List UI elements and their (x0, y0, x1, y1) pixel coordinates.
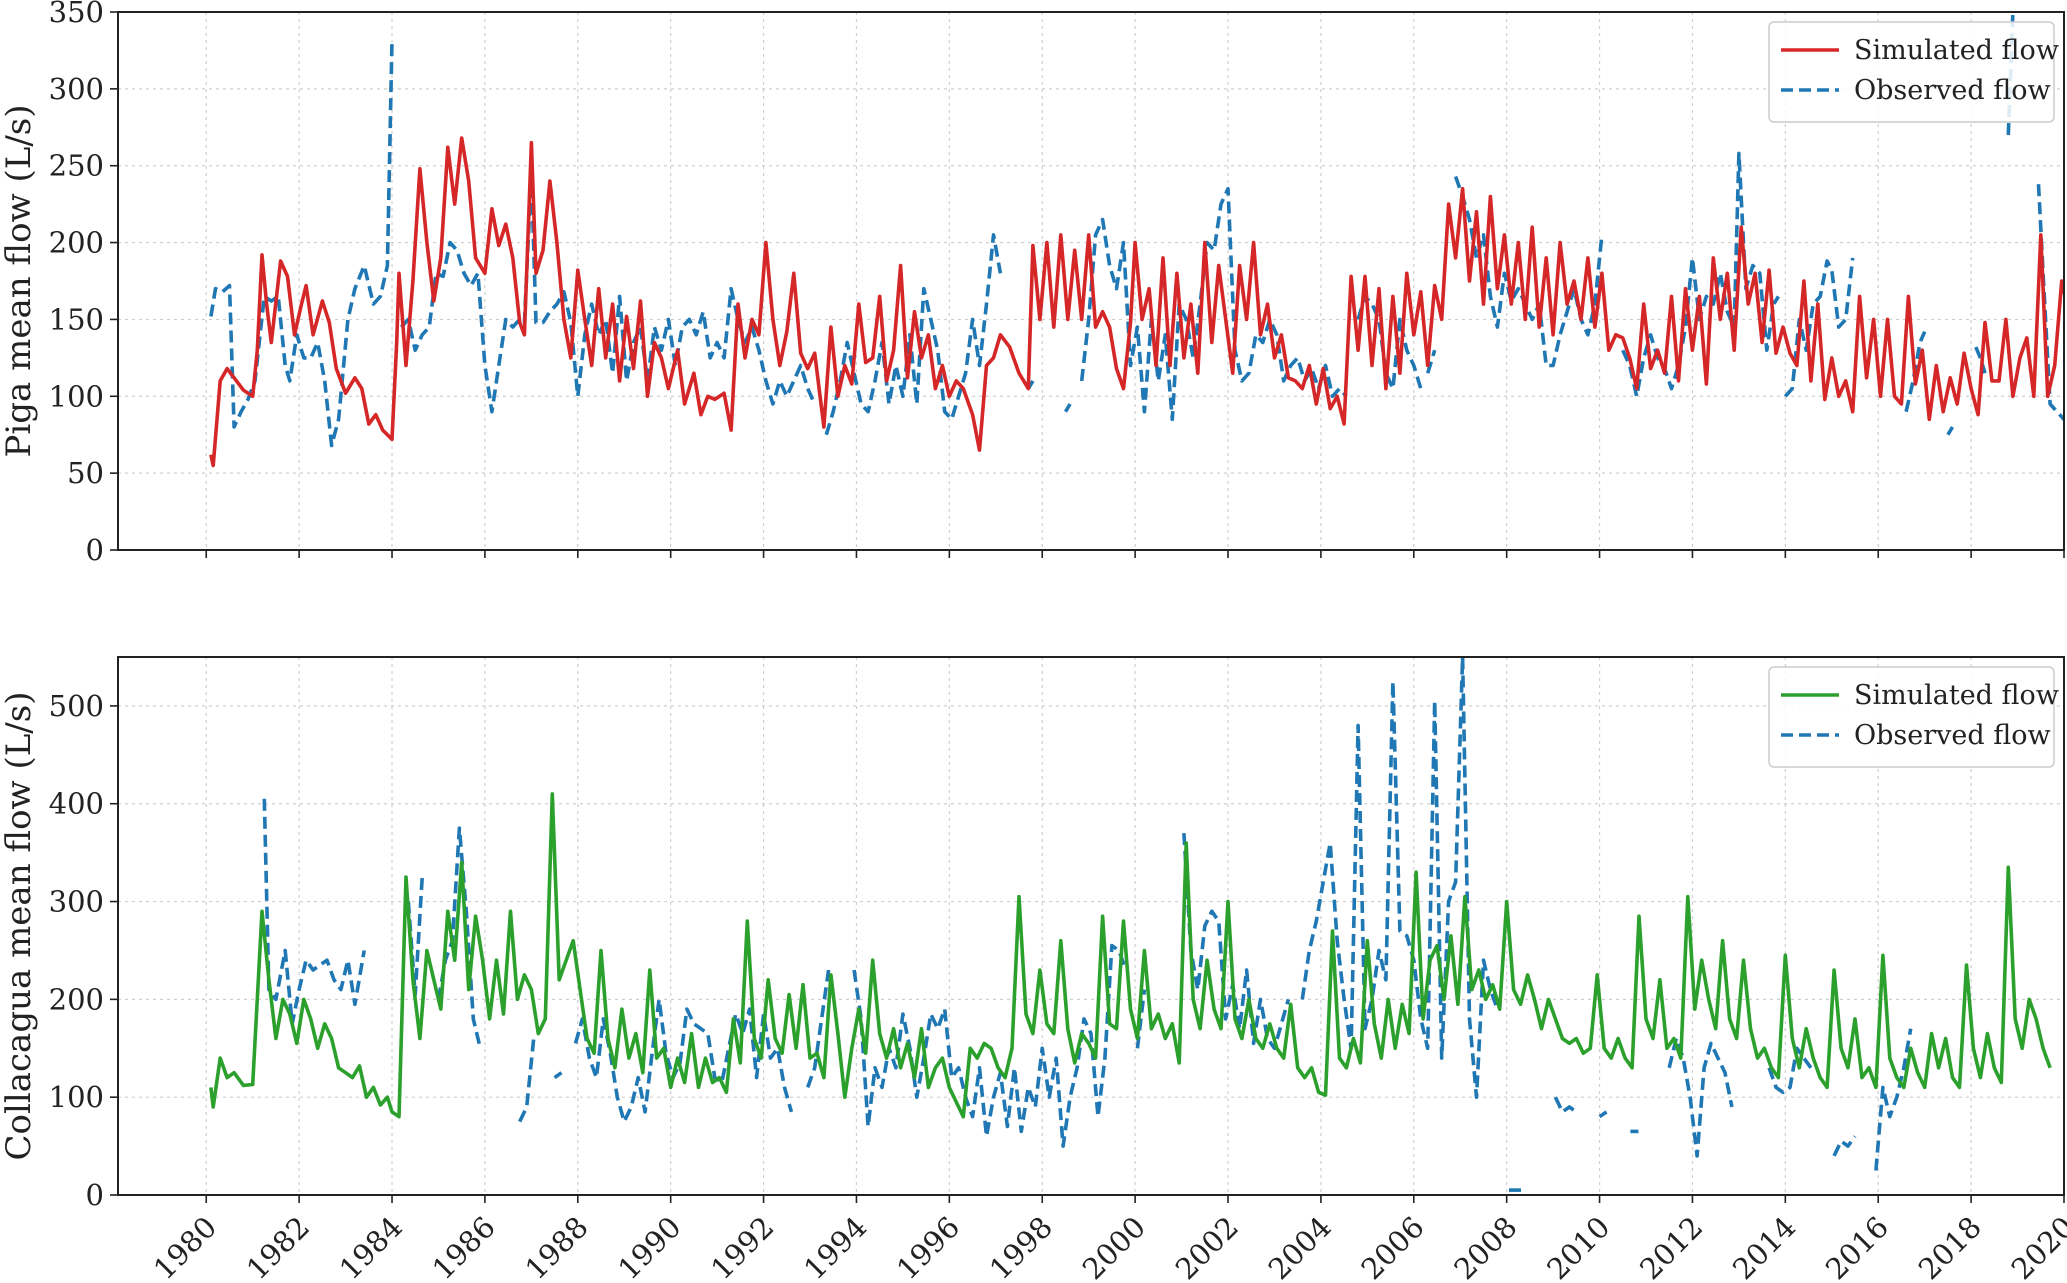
collacagua-observed-flow-segment (1598, 1110, 1608, 1119)
collacagua-y-tick-label: 200 (49, 982, 104, 1016)
piga-legend: Simulated flow Observed flow (1768, 21, 2059, 123)
collacagua-observed-flow-segment (1300, 657, 1500, 1099)
piga-observed-flow-segment (1974, 346, 1987, 374)
collacagua-observed-flow-segment (1767, 1046, 1813, 1095)
piga-y-tick-label: 50 (67, 456, 104, 490)
collacagua-y-tick-label: 300 (49, 885, 104, 919)
collacagua-y-axis-label: Collacagua mean flow (L/s) (0, 692, 39, 1161)
piga-y-tick-label: 350 (49, 0, 104, 29)
piga-observed-flow-segment (1946, 426, 1955, 436)
piga-observed-flow-segment (1079, 187, 1348, 422)
piga-y-tick-label: 150 (49, 302, 104, 336)
piga-x-ticks (205, 550, 2065, 558)
piga-y-tick-label: 300 (49, 72, 104, 106)
collacagua-observed-flow-segment (806, 969, 831, 1089)
collacagua-axes-frame (117, 656, 2065, 1196)
piga-y-tick-label: 250 (49, 149, 104, 183)
piga-observed-flow-segment (1783, 257, 1855, 398)
piga-legend-box (1768, 21, 2055, 123)
collacagua-observed-flow-segment (553, 1071, 563, 1080)
collacagua-observed-flow-segment (1182, 832, 1291, 1051)
piga-y-tick-label: 0 (86, 533, 104, 567)
piga-observed-flow-segment (1063, 403, 1072, 413)
piga-observed-flow-segment (1621, 151, 1780, 399)
collacagua-observed-flow-segment (852, 943, 1128, 1148)
piga-observed-flow-segment (1425, 349, 1437, 374)
collacagua-observed-flow-segment (262, 798, 366, 1026)
collacagua-legend-label: Observed flow (1854, 720, 2051, 751)
piga-y-tick-label: 100 (49, 379, 104, 413)
collacagua-y-tick-label: 400 (49, 787, 104, 821)
piga-legend-label: Simulated flow (1854, 35, 2059, 66)
piga-observed-flow-segment (1904, 330, 1927, 413)
piga-y-tick-label: 200 (49, 226, 104, 260)
piga-observed-flow-segment (209, 39, 394, 448)
piga-legend-label: Observed flow (1854, 75, 2051, 106)
collacagua-observed-flow-segment (1553, 1096, 1578, 1114)
collacagua-legend-box (1768, 666, 2055, 768)
collacagua-y-tick-label: 0 (86, 1178, 104, 1212)
collacagua-legend: Simulated flow Observed flow (1768, 666, 2059, 768)
collacagua-observed-flow-segment (518, 1038, 536, 1123)
collacagua-y-ticks: 0 100 200 300 400 500 (49, 689, 118, 1212)
piga-plot-area (209, 12, 2064, 468)
collacagua-observed-flow-segment (1874, 1028, 1913, 1171)
piga-y-ticks: 0 50 100 150 200 250 300 350 (49, 0, 118, 567)
piga-simulated-flow-line (209, 136, 2064, 468)
collacagua-y-tick-label: 500 (49, 689, 104, 723)
piga-observed-flow-segment (824, 233, 1003, 436)
collacagua-y-tick-label: 100 (49, 1080, 104, 1114)
piga-panel: 0 50 100 150 200 250 300 350 Piga mean flow (L/… (0, 0, 2065, 567)
piga-observed-flow-segment (399, 171, 817, 414)
piga-axes-frame (117, 11, 2065, 551)
collacagua-simulated-flow-line (209, 792, 2052, 1119)
collacagua-legend-label: Simulated flow (1854, 680, 2059, 711)
collacagua-plot-area (209, 657, 2052, 1192)
piga-y-axis-label: Piga mean flow (L/s) (0, 105, 39, 458)
collacagua-observed-flow-segment (1832, 1135, 1857, 1157)
